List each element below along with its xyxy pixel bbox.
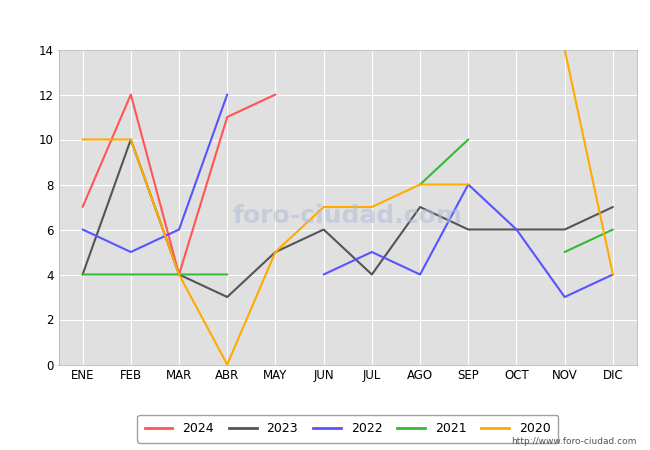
Text: http://www.foro-ciudad.com: http://www.foro-ciudad.com (512, 436, 637, 446)
Text: foro-ciudad.com: foro-ciudad.com (233, 204, 463, 229)
Text: Matriculaciones de Vehiculos en Montellano: Matriculaciones de Vehiculos en Montella… (150, 11, 500, 26)
Legend: 2024, 2023, 2022, 2021, 2020: 2024, 2023, 2022, 2021, 2020 (137, 415, 558, 443)
